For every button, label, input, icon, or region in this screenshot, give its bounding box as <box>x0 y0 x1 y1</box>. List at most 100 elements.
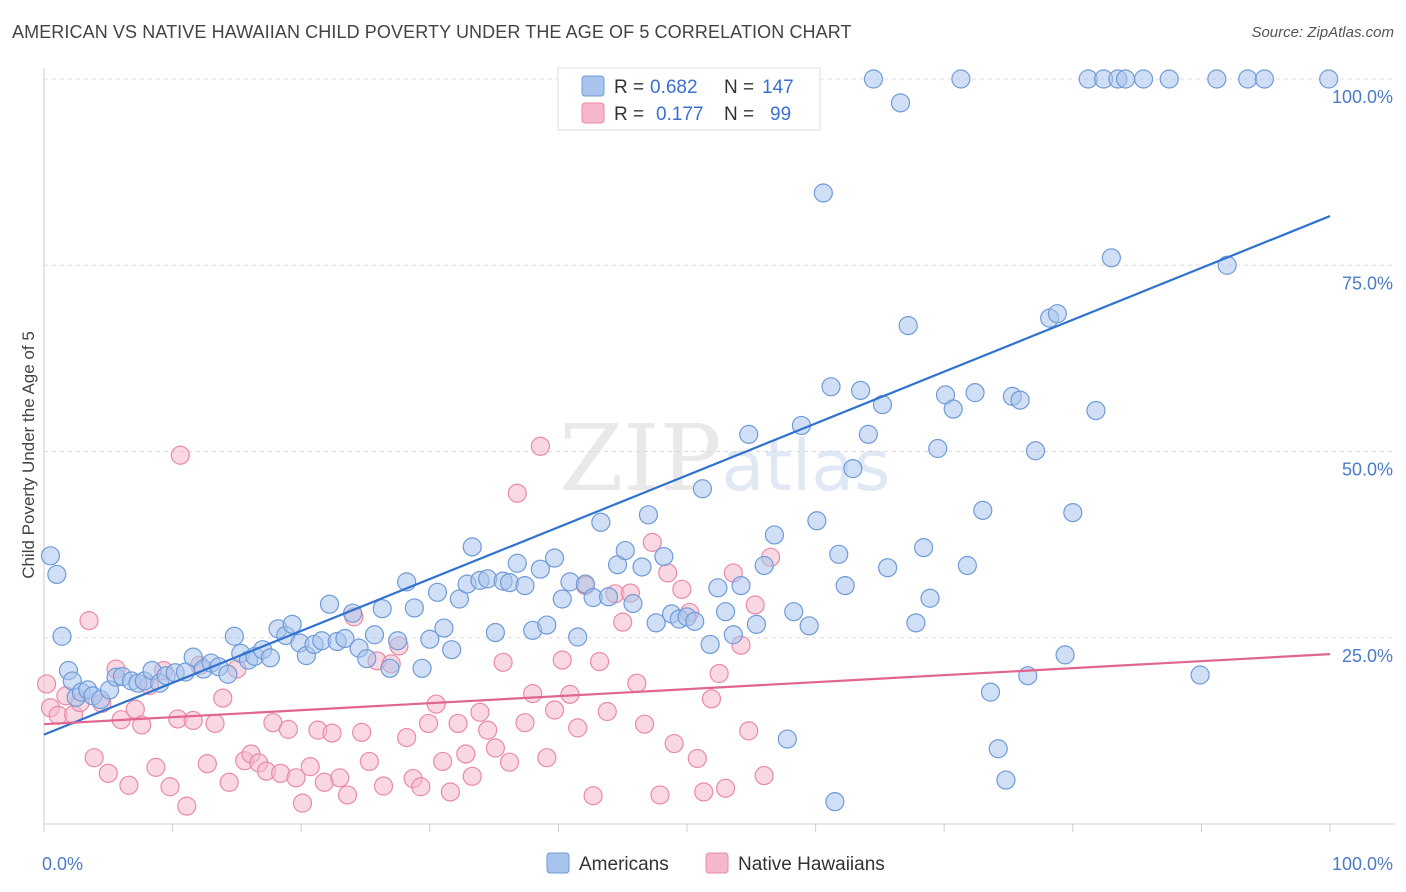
data-point <box>433 751 453 772</box>
data-point <box>364 625 385 645</box>
data-point <box>878 558 898 578</box>
data-point <box>412 658 432 678</box>
data-point <box>777 729 797 749</box>
y-tick-label: 50.0% <box>1342 460 1393 480</box>
data-point <box>906 613 926 633</box>
data-point <box>485 738 505 758</box>
data-point <box>654 546 674 567</box>
y-tick-label: 75.0% <box>1342 273 1393 293</box>
data-point <box>36 674 57 694</box>
y-tick-label: 100.0% <box>1332 87 1393 107</box>
trendline-americans <box>43 215 1331 736</box>
data-point <box>642 532 662 552</box>
data-point <box>322 723 342 743</box>
data-point <box>47 564 67 585</box>
data-point <box>746 614 767 634</box>
data-point <box>1101 248 1121 268</box>
data-point <box>996 770 1016 790</box>
data-point <box>52 626 72 646</box>
chart-source: Source: ZipAtlas.com <box>1251 24 1394 41</box>
data-point <box>634 714 655 734</box>
legend-top: R = 0.682 N = 147 R = 0.177 N = 99 <box>557 67 821 131</box>
data-point <box>427 582 448 602</box>
data-point <box>591 512 611 532</box>
data-point <box>397 727 417 748</box>
data-point <box>597 701 617 722</box>
legend-bottom: Americans Native Hawaiians <box>546 852 885 875</box>
data-point <box>739 424 759 444</box>
data-point <box>119 775 139 795</box>
data-point <box>764 525 785 545</box>
data-point <box>380 658 400 678</box>
data-point <box>440 782 460 802</box>
data-point <box>1217 255 1237 275</box>
trendlines <box>43 215 1331 736</box>
data-point <box>858 424 878 444</box>
data-point <box>613 612 633 632</box>
data-point <box>404 598 424 618</box>
data-point <box>515 713 535 733</box>
data-point <box>700 634 720 655</box>
data-point <box>957 555 977 576</box>
data-point <box>658 563 678 583</box>
data-point <box>754 555 774 576</box>
data-point <box>646 613 666 633</box>
data-point <box>507 553 527 573</box>
series-native-hawaiians-points <box>36 436 781 816</box>
data-point <box>544 548 565 568</box>
y-tick-label: 25.0% <box>1342 646 1393 666</box>
legend-swatch-americans <box>581 75 605 97</box>
data-point <box>980 682 1001 702</box>
data-point <box>708 578 728 598</box>
data-point <box>1010 390 1030 410</box>
data-point <box>623 593 643 614</box>
data-point <box>224 626 244 646</box>
data-point <box>132 715 152 735</box>
data-point <box>829 544 849 564</box>
x-tick-labels: 0.0% 100.0% <box>42 854 1393 874</box>
trendline-native-hawaiians <box>43 653 1331 726</box>
data-point <box>739 721 759 741</box>
bottom-legend-swatch-native-hawaiians <box>705 852 729 874</box>
data-point <box>499 573 520 593</box>
data-point <box>813 183 833 203</box>
data-point <box>84 748 104 768</box>
data-point <box>213 688 233 708</box>
data-point <box>973 500 993 520</box>
data-point <box>568 718 588 738</box>
data-point <box>335 628 355 649</box>
data-point <box>544 700 565 720</box>
data-point <box>1115 69 1136 89</box>
data-point <box>1133 69 1154 89</box>
data-point <box>177 796 197 816</box>
data-point <box>515 575 535 596</box>
data-point <box>537 748 557 768</box>
legend-n-label-native-hawaiians: N = <box>724 104 754 125</box>
legend-r-label-americans: R = <box>614 77 644 98</box>
data-point <box>598 587 619 607</box>
data-point <box>1025 441 1046 461</box>
chart-title: AMERICAN VS NATIVE HAWAIIAN CHILD POVERT… <box>12 22 852 42</box>
data-point <box>218 664 238 684</box>
data-point <box>462 766 482 786</box>
data-point <box>219 772 239 792</box>
data-point <box>170 445 190 465</box>
data-point <box>478 720 498 740</box>
data-point <box>843 459 863 479</box>
bottom-legend-label-native-hawaiians: Native Hawaiians <box>738 854 885 875</box>
y-tick-labels: 100.0% 75.0% 50.0% 25.0% <box>1332 87 1393 666</box>
bottom-legend-swatch-americans <box>546 852 570 874</box>
data-point <box>1207 69 1227 89</box>
data-point <box>537 615 557 635</box>
data-point <box>183 710 203 731</box>
data-point <box>638 505 659 525</box>
data-point <box>1238 69 1258 89</box>
data-point <box>79 611 99 631</box>
data-point <box>160 777 180 797</box>
data-point <box>692 479 713 499</box>
data-point <box>821 377 841 397</box>
legend-r-value-americans: 0.682 <box>650 77 698 98</box>
legend-n-label-americans: N = <box>724 77 754 98</box>
data-point <box>835 575 855 596</box>
data-point <box>583 786 603 806</box>
